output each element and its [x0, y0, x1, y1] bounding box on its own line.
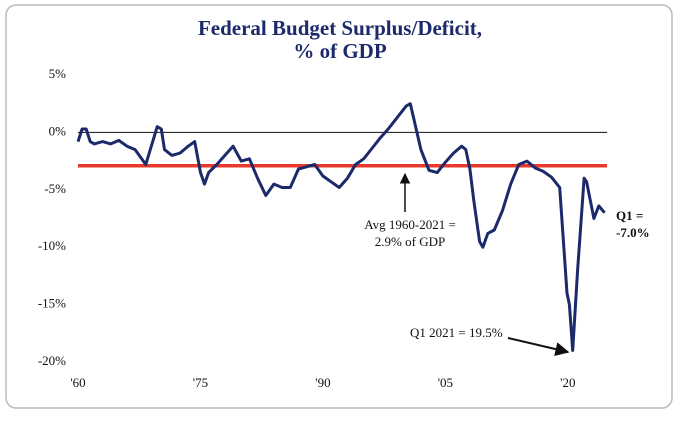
y-tick-label: -15% [38, 296, 66, 311]
y-tick-label: -10% [38, 238, 66, 253]
y-tick-label: -20% [38, 353, 66, 368]
annotation: Q1 = [616, 208, 643, 223]
y-tick-label: 0% [49, 123, 67, 138]
annotation: 2.9% of GDP [375, 234, 445, 249]
arrow [507, 337, 570, 356]
annotation: Avg 1960-2021 = [364, 217, 456, 232]
x-tick-label: '90 [315, 375, 330, 390]
y-tick-label: 5% [49, 66, 67, 81]
x-tick-label: '75 [193, 375, 208, 390]
frame [5, 4, 673, 409]
data-line [76, 102, 606, 352]
annotation: Q1 2021 = 19.5% [410, 325, 503, 340]
chart-title: Federal Budget Surplus/Deficit, [198, 16, 482, 40]
x-tick-label: '20 [560, 375, 575, 390]
x-tick-label: '05 [438, 375, 453, 390]
chart-title: % of GDP [293, 39, 386, 63]
x-tick-label: '60 [70, 375, 85, 390]
annotation: -7.0% [616, 225, 650, 240]
y-tick-label: -5% [44, 181, 66, 196]
